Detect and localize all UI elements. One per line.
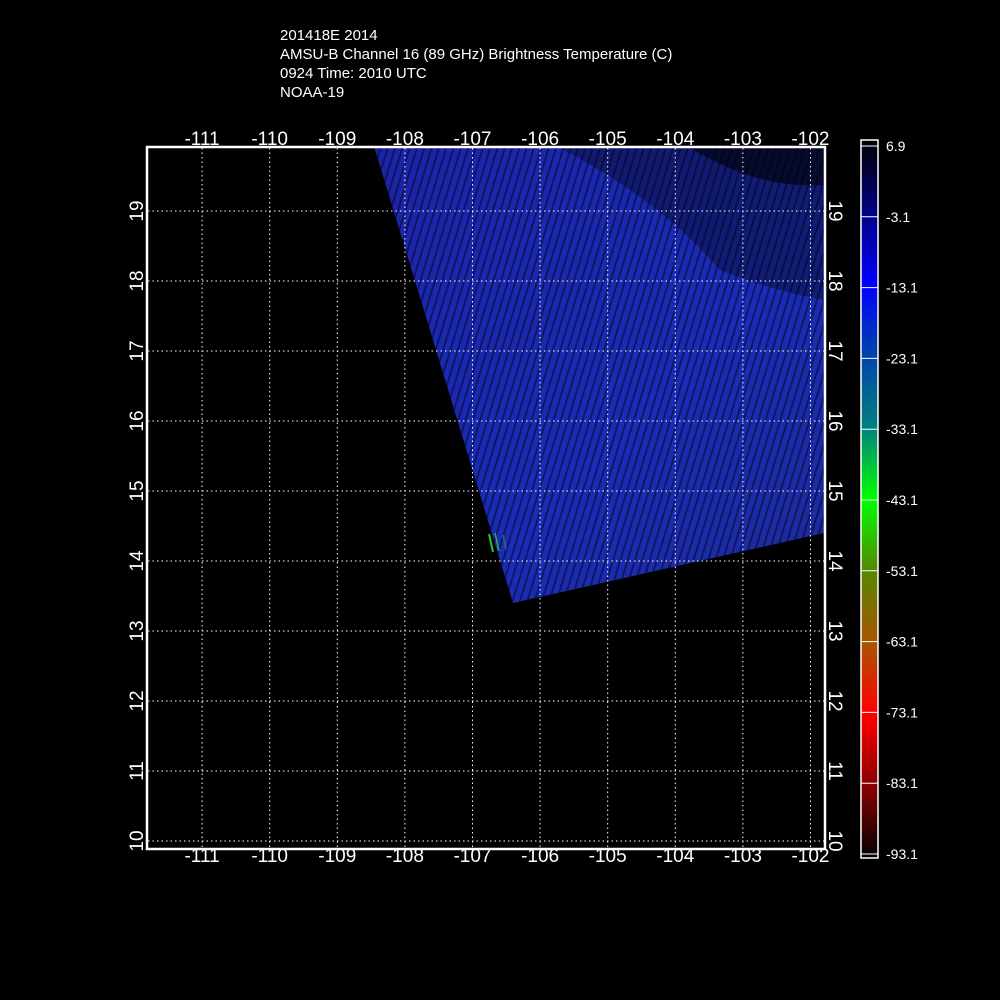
lat-tick-right: 17 <box>824 340 845 361</box>
colorbar-label: -13.1 <box>886 280 918 296</box>
lat-tick-left: 12 <box>127 690 148 711</box>
swath-layer <box>374 148 824 603</box>
lon-tick-top: -102 <box>791 129 829 150</box>
lon-tick-top: -106 <box>521 129 559 150</box>
lon-tick-top: -110 <box>251 129 288 150</box>
colorbar-label: -83.1 <box>886 775 918 791</box>
satellite-title: NOAA-19 <box>280 84 345 101</box>
lat-tick-right: 14 <box>824 550 845 572</box>
lon-tick-bottom: -102 <box>791 846 829 867</box>
colorbar-label: 6.9 <box>886 138 906 154</box>
plot-header: 201418E 2014 AMSU-B Channel 16 (89 GHz) … <box>280 26 672 102</box>
lat-tick-right: 10 <box>824 830 845 851</box>
lon-tick-top: -108 <box>386 129 424 150</box>
lon-tick-bottom: -105 <box>589 846 627 867</box>
lon-tick-bottom: -111 <box>184 846 219 867</box>
lat-tick-right: 15 <box>824 480 845 501</box>
colorbar-label: -33.1 <box>886 421 918 437</box>
lat-tick-left: 13 <box>127 620 148 641</box>
colorbar-labels: 6.9 -3.1 -13.1 -23.1 -33.1 -43.1 -53.1 -63.1 -73… <box>861 138 918 862</box>
lon-tick-top: -107 <box>453 129 491 150</box>
colorbar-label: -23.1 <box>886 350 918 366</box>
lat-tick-left: 15 <box>127 480 148 501</box>
top-longitude-labels: -111 -110 -109 -108 -107 -106 -105 -104 -103 -102 <box>184 129 829 150</box>
lon-tick-top: -104 <box>656 129 694 150</box>
lat-lon-grid <box>148 148 824 848</box>
lat-tick-left: 18 <box>127 270 148 291</box>
storm-id-title: 201418E 2014 <box>280 27 378 44</box>
colorbar-label: -63.1 <box>886 634 918 650</box>
colorbar: 6.9 -3.1 -13.1 -23.1 -33.1 -43.1 -53.1 -63.1 -73… <box>860 138 918 862</box>
colorbar-gradient <box>860 139 879 859</box>
lon-tick-top: -103 <box>724 129 762 150</box>
lat-tick-right: 13 <box>824 620 845 641</box>
lat-tick-left: 14 <box>127 550 148 572</box>
colorbar-label: -93.1 <box>886 846 918 862</box>
upper-right-gap <box>690 148 824 186</box>
colorbar-label: -3.1 <box>886 209 910 225</box>
convective-cells <box>488 532 507 553</box>
lon-tick-bottom: -104 <box>656 846 694 867</box>
colorbar-label: -43.1 <box>886 492 918 508</box>
lat-tick-right: 18 <box>824 270 845 291</box>
lon-tick-bottom: -106 <box>521 846 559 867</box>
lat-tick-left: 10 <box>127 830 148 851</box>
lat-tick-right: 16 <box>824 410 845 431</box>
lon-tick-top: -111 <box>184 129 219 150</box>
lat-tick-right: 19 <box>824 200 845 221</box>
scan-lines <box>374 148 824 603</box>
lon-tick-bottom: -107 <box>453 846 491 867</box>
sensor-title: AMSU-B Channel 16 (89 GHz) Brightness Te… <box>280 46 673 63</box>
lon-tick-top: -105 <box>589 129 627 150</box>
time-title: 0924 Time: 2010 UTC <box>280 65 427 82</box>
lon-tick-bottom: -110 <box>251 846 288 867</box>
map-frame <box>145 145 827 851</box>
lat-tick-right: 11 <box>824 761 845 781</box>
colorbar-label: -53.1 <box>886 563 918 579</box>
lat-tick-left: 11 <box>127 761 148 781</box>
lat-tick-left: 17 <box>127 340 148 361</box>
lat-tick-left: 19 <box>127 200 148 221</box>
lon-tick-bottom: -108 <box>386 846 424 867</box>
lon-tick-top: -109 <box>318 129 356 150</box>
lat-tick-right: 12 <box>824 690 845 711</box>
colorbar-label: -73.1 <box>886 704 918 720</box>
dark-cloud-band <box>560 148 824 300</box>
lon-tick-bottom: -109 <box>318 846 356 867</box>
lon-tick-bottom: -103 <box>724 846 762 867</box>
right-latitude-labels: 19 18 17 16 15 14 13 12 11 10 <box>824 200 845 851</box>
left-latitude-labels: 19 18 17 16 15 14 13 12 11 10 <box>127 200 148 851</box>
bottom-longitude-labels: -111 -110 -109 -108 -107 -106 -105 -104 -103 -102 <box>184 846 829 867</box>
lat-tick-left: 16 <box>127 410 148 431</box>
